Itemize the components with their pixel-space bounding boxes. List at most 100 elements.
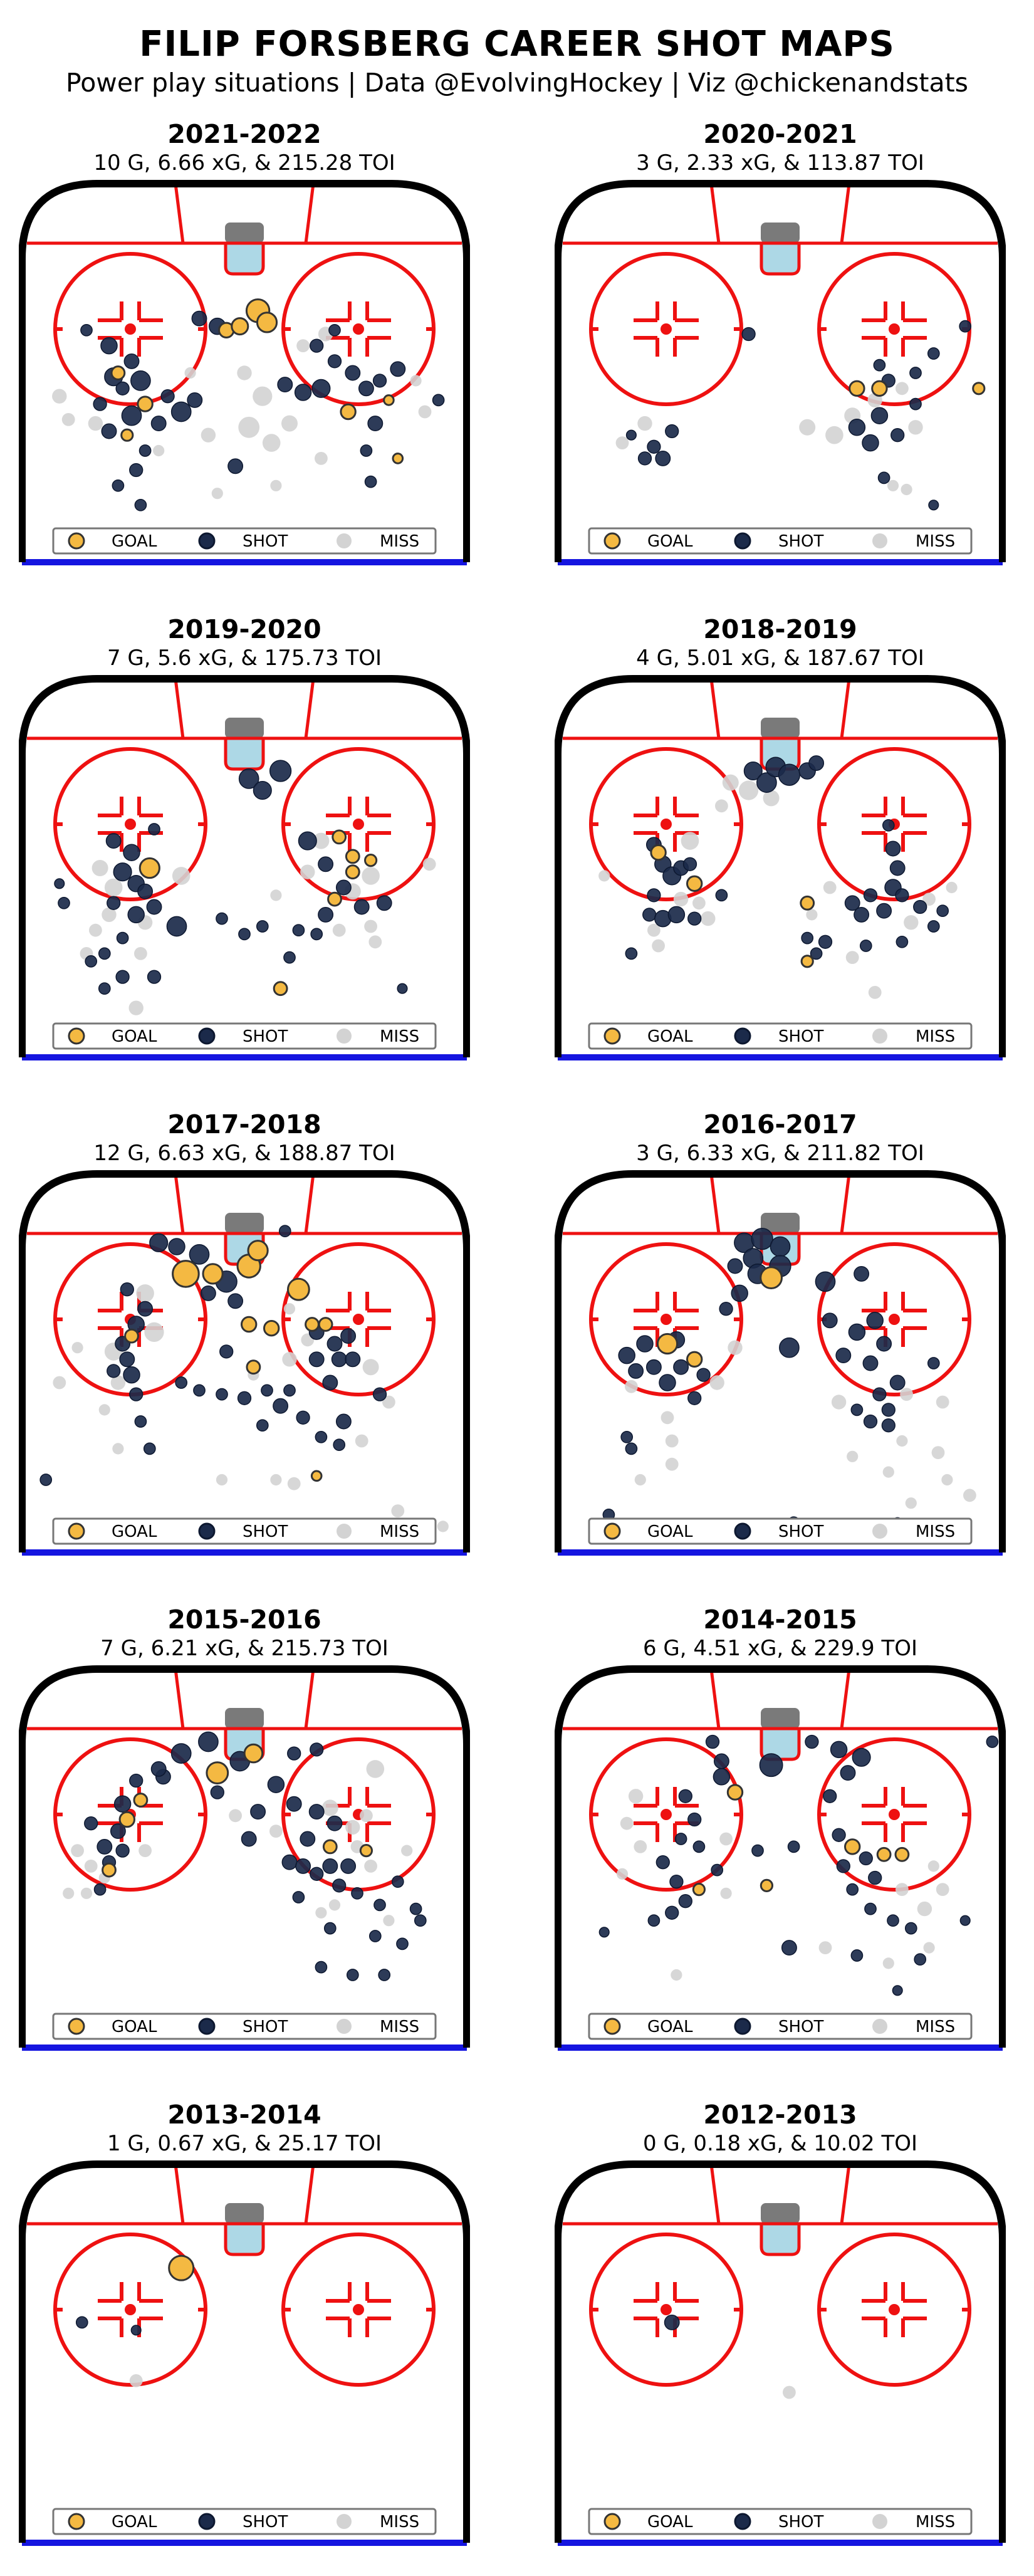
shot-point: [872, 1387, 887, 1401]
legend: GOAL SHOT MISS: [588, 527, 973, 555]
shot-point: [659, 1374, 676, 1391]
shot-point: [340, 1858, 357, 1874]
legend-miss-label: MISS: [916, 1027, 955, 1046]
shot-point: [808, 755, 825, 772]
shot-point: [873, 359, 886, 372]
shot-point: [687, 1391, 702, 1405]
shot-point: [120, 1282, 134, 1297]
miss-point: [437, 1521, 449, 1532]
rink-ice: [558, 1174, 1003, 1552]
legend-shot-label: SHOT: [243, 1027, 288, 1046]
miss-point: [216, 1474, 228, 1486]
shot-point: [101, 423, 117, 439]
miss-point: [709, 1375, 724, 1390]
goal-point: [202, 1263, 224, 1285]
goal-point: [247, 1240, 269, 1262]
shot-layer: [63, 1731, 427, 1981]
season-title: 2020-2021: [703, 119, 857, 149]
legend-miss-label: MISS: [380, 532, 419, 551]
shot-point: [241, 1831, 257, 1847]
goal-point: [726, 1784, 744, 1801]
miss-point: [71, 1342, 83, 1354]
goal-point: [118, 1811, 136, 1828]
shot-point: [620, 1430, 634, 1443]
shot-point: [346, 1969, 359, 1981]
miss-point: [882, 1466, 894, 1478]
goal-point: [241, 1316, 258, 1333]
miss-point: [300, 864, 315, 879]
legend: GOAL SHOT MISS: [588, 2508, 973, 2535]
goal-point: [650, 844, 667, 861]
shot-point: [711, 1863, 724, 1877]
shot-point: [331, 1351, 347, 1368]
shot-point: [397, 983, 408, 994]
goal-crease: [224, 736, 265, 771]
shot-point: [318, 906, 334, 923]
shot-point: [253, 780, 272, 800]
goal-point: [686, 1351, 703, 1368]
net: [225, 223, 264, 243]
shot-point: [137, 883, 154, 899]
shot-point: [335, 879, 352, 896]
shot-point: [396, 1937, 409, 1950]
miss-point: [904, 915, 919, 930]
miss-point: [315, 452, 328, 465]
goal-point: [844, 1838, 861, 1855]
miss-point: [652, 939, 665, 953]
shot-point: [665, 424, 679, 439]
shot-point: [801, 931, 814, 945]
legend-goal-label: GOAL: [647, 2018, 693, 2036]
shot-point: [123, 844, 140, 861]
goal-point: [327, 891, 342, 907]
legend-miss-label: MISS: [380, 1522, 419, 1541]
miss-point: [598, 870, 610, 882]
net: [761, 223, 800, 243]
rink-boards: [555, 2160, 1006, 2543]
legend-goal-marker: [68, 1027, 85, 1045]
shot-point: [840, 1765, 856, 1781]
miss-point: [763, 790, 780, 807]
miss-point: [647, 923, 661, 937]
miss-point: [728, 1340, 743, 1355]
trapezoid-line: [174, 2164, 185, 2224]
miss-point: [128, 1000, 144, 1015]
miss-point: [382, 1395, 395, 1409]
miss-point: [739, 780, 759, 800]
legend: GOAL SHOT MISS: [52, 1022, 437, 1050]
legend: GOAL SHOT MISS: [588, 1022, 973, 1050]
shot-point: [846, 1883, 859, 1896]
legend-shot-label: SHOT: [243, 2018, 288, 2036]
legend-miss-marker: [337, 533, 352, 548]
shot-point: [295, 1858, 311, 1874]
miss-point: [88, 416, 103, 431]
goal-point: [345, 864, 360, 880]
faceoff-dot: [889, 2304, 900, 2315]
rink-boards: [555, 675, 1006, 1057]
miss-point: [270, 1474, 282, 1486]
shot-point: [432, 394, 445, 407]
miss-point: [153, 444, 165, 457]
shot-point: [100, 337, 118, 355]
shot-point: [805, 1734, 819, 1749]
legend-goal-marker: [68, 1522, 85, 1540]
goal-point: [359, 1844, 373, 1858]
miss-point: [825, 426, 843, 444]
net: [225, 1708, 264, 1729]
goal-point: [800, 895, 815, 911]
shot-point: [887, 1914, 899, 1927]
rink-layer: [19, 675, 470, 1060]
rink-boards: [19, 1170, 470, 1552]
miss-point: [102, 907, 117, 923]
shot-point: [678, 1894, 692, 1908]
goal-point: [273, 981, 288, 997]
miss-point: [91, 860, 108, 876]
miss-point: [172, 867, 191, 885]
shot-point: [123, 353, 140, 369]
goal-point: [972, 382, 986, 395]
shot-point: [836, 1859, 850, 1873]
miss-point: [368, 935, 382, 949]
shot-point: [353, 899, 370, 915]
legend-shot-label: SHOT: [778, 2513, 824, 2531]
shot-point: [168, 1238, 185, 1255]
legend-goal-label: GOAL: [112, 1522, 157, 1541]
